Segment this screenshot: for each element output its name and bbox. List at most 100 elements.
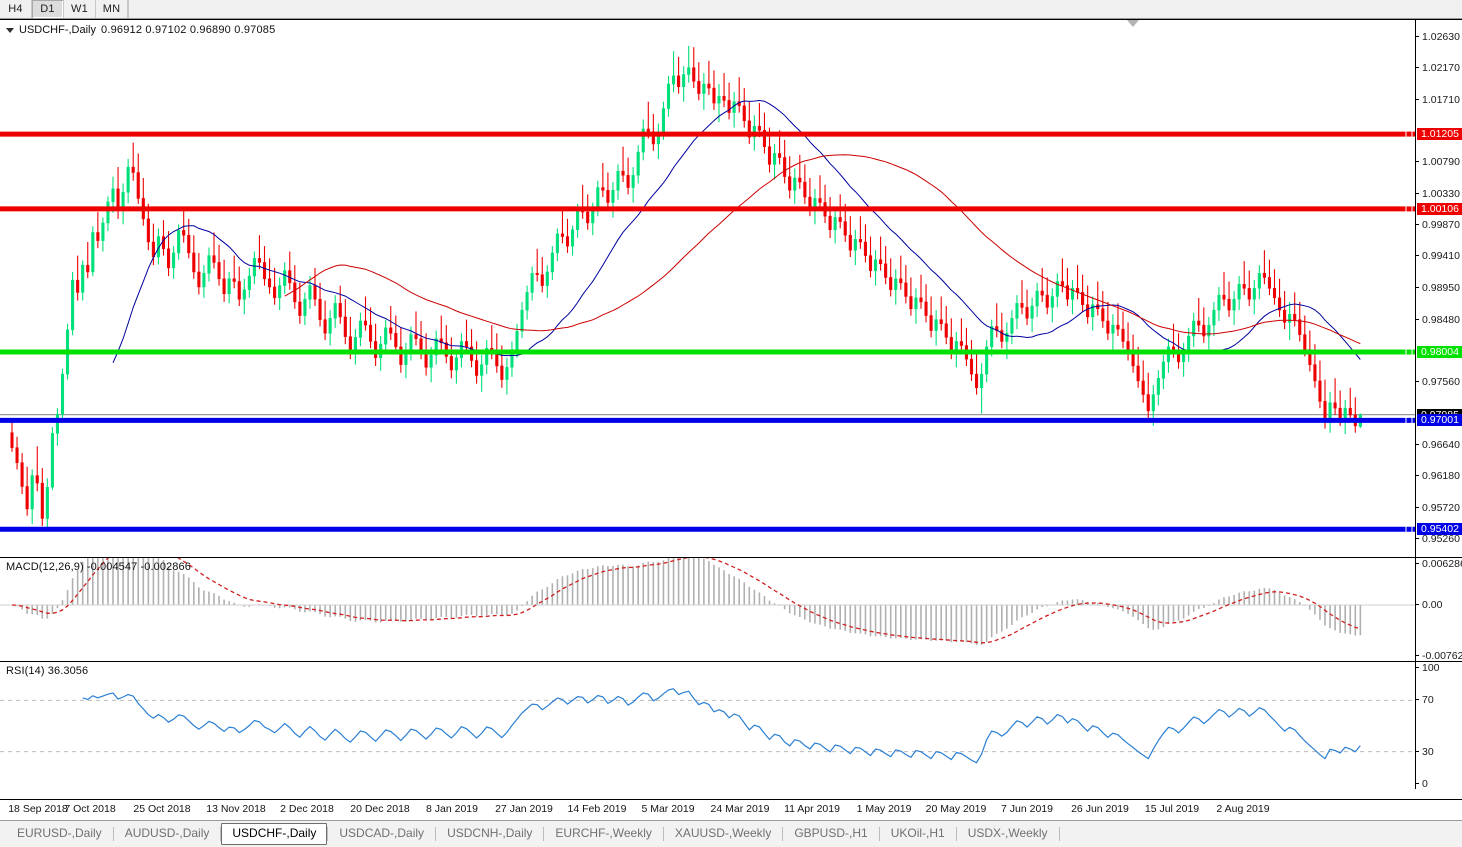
price-scale-axis[interactable]: 1.02630 1.02170 1.01710 1.01205 1.00790 1.003… — [1415, 20, 1462, 557]
tab-separator — [327, 827, 329, 841]
tick-mark — [1416, 161, 1419, 163]
symbol-tab-eurchf-weekly[interactable]: EURCHF-,Weekly — [555, 826, 652, 840]
tick-mark — [1416, 699, 1419, 701]
date-axis-label: 25 Oct 2018 — [133, 803, 191, 815]
timeframe-button-d1[interactable]: D1 — [32, 0, 64, 18]
tab-separator — [878, 827, 880, 841]
price-scale-label: 0.95720 — [1416, 502, 1462, 514]
price-scale-label: 0.95402 — [1417, 523, 1462, 536]
rsi-scale-label: 70 — [1416, 694, 1462, 706]
rsi-indicator-panel[interactable]: RSI(14) 36.3056 100 70 30 0 — [0, 661, 1462, 789]
rsi-scale-label-text: 30 — [1422, 745, 1434, 758]
scroll-position-marker-icon[interactable] — [1127, 20, 1139, 27]
rsi-scale-label-text: 100 — [1422, 662, 1440, 674]
price-scale-label-text: 0.96640 — [1422, 438, 1460, 451]
price-scale-label-text: 0.99410 — [1422, 250, 1460, 263]
tab-separator — [955, 827, 957, 841]
date-axis-label: 18 Sep 2018 — [8, 803, 68, 815]
date-axis-label: 20 May 2019 — [925, 803, 987, 815]
tick-mark — [1416, 36, 1419, 38]
chart-stack: USDCHF-,Daily 0.96912 0.97102 0.96890 0.… — [0, 19, 1462, 799]
tick-mark — [1416, 783, 1419, 784]
macd-indicator-panel[interactable]: MACD(12,26,9) -0.004547 -0.002866 0.0062… — [0, 557, 1462, 661]
macd-scale-label-text: 0.00 — [1422, 599, 1443, 611]
tab-separator — [435, 827, 437, 841]
price-plot-area[interactable] — [0, 20, 1415, 557]
symbol-tab-usdcnh-daily[interactable]: USDCNH-,Daily — [447, 826, 533, 840]
tab-separator — [112, 827, 114, 841]
price-scale-label-text: 0.97560 — [1422, 376, 1460, 389]
price-scale-label: 1.02630 — [1416, 31, 1462, 43]
date-axis-label: 7 Jun 2019 — [1001, 803, 1053, 815]
symbol-tab-audusd-daily[interactable]: AUDUSD-,Daily — [124, 826, 210, 840]
price-scale-label-text: 0.97001 — [1421, 414, 1459, 427]
price-scale-label-text: 0.98480 — [1422, 313, 1460, 326]
tick-mark — [1416, 604, 1419, 605]
timeframe-label: H4 — [8, 3, 23, 15]
chevron-down-icon[interactable] — [6, 27, 14, 33]
date-axis[interactable]: 18 Sep 2018 7 Oct 2018 25 Oct 2018 13 Nov 2… — [0, 799, 1462, 820]
price-scale-label-text: 1.01710 — [1422, 93, 1460, 106]
macd-scale-label: 0.006286 — [1416, 558, 1462, 570]
tab-separator — [662, 827, 664, 841]
date-axis-label: 2 Aug 2019 — [1216, 803, 1270, 815]
price-scale-label: 1.02170 — [1416, 62, 1462, 74]
tab-separator — [543, 827, 545, 841]
tick-mark — [1416, 506, 1419, 508]
date-axis-label: 11 Apr 2019 — [784, 803, 840, 815]
tick-mark — [1416, 443, 1419, 445]
date-axis-label: 20 Dec 2018 — [350, 803, 410, 815]
price-scale-label: 0.95260 — [1416, 533, 1462, 545]
timeframe-toolbar: H4 D1 W1 MN — [0, 0, 1462, 19]
price-scale-label-text: 1.02170 — [1422, 62, 1460, 75]
symbol-tab-usdchf-daily[interactable]: USDCHF-,Daily — [221, 823, 328, 845]
price-scale-label-text: 1.00330 — [1422, 187, 1460, 200]
tick-mark — [1416, 67, 1419, 69]
macd-title: MACD(12,26,9) -0.004547 -0.002866 — [6, 561, 191, 573]
price-scale-label: 0.98004 — [1417, 346, 1462, 359]
price-scale-label-text: 0.96180 — [1422, 470, 1460, 483]
price-scale-label: 1.01205 — [1417, 128, 1462, 141]
rsi-scale-label: 30 — [1416, 746, 1462, 758]
price-scale-label: 1.00790 — [1416, 156, 1462, 168]
symbol-tab-eurusd-daily[interactable]: EURUSD-,Daily — [17, 826, 102, 840]
symbol-tab-ukoil-h1[interactable]: UKOil-,H1 — [890, 826, 945, 840]
price-scale-label: 0.99410 — [1416, 250, 1462, 262]
date-axis-label: 24 Mar 2019 — [710, 803, 770, 815]
rsi-plot-area[interactable] — [0, 662, 1415, 789]
price-scale-label-text: 1.00106 — [1421, 202, 1459, 215]
price-chart-panel[interactable]: USDCHF-,Daily 0.96912 0.97102 0.96890 0.… — [0, 19, 1462, 557]
rsi-scale-label: 100 — [1416, 662, 1462, 674]
ohlc-values: 0.96912 0.97102 0.96890 0.97085 — [101, 24, 276, 36]
timeframe-button-h4[interactable]: H4 — [0, 0, 32, 18]
timeframe-button-mn[interactable]: MN — [96, 0, 128, 18]
tick-mark — [1416, 475, 1419, 477]
tab-separator — [782, 827, 784, 841]
macd-scale-label: 0.00 — [1416, 599, 1462, 611]
timeframe-button-w1[interactable]: W1 — [64, 0, 96, 18]
price-scale-label-text: 0.95720 — [1422, 501, 1460, 514]
date-axis-label: 26 Jun 2019 — [1071, 803, 1129, 815]
tick-mark — [1416, 750, 1419, 752]
tick-mark — [1416, 255, 1419, 257]
symbol-tab-usdcad-daily[interactable]: USDCAD-,Daily — [339, 826, 425, 840]
price-scale-label: 0.97001 — [1417, 414, 1462, 427]
macd-scale-axis[interactable]: 0.006286 0.00 -0.00762 — [1415, 558, 1462, 661]
price-scale-label-text: 1.00790 — [1422, 156, 1460, 169]
price-scale-label-text: 0.98950 — [1422, 281, 1460, 294]
price-scale-label: 1.01710 — [1416, 94, 1462, 106]
macd-scale-label: -0.00762 — [1416, 650, 1462, 661]
macd-scale-label-text: 0.006286 — [1422, 558, 1462, 570]
rsi-title: RSI(14) 36.3056 — [6, 665, 89, 677]
symbol-tab-xauusd-weekly[interactable]: XAUUSD-,Weekly — [674, 826, 772, 840]
date-axis-label: 14 Feb 2019 — [567, 803, 627, 815]
tab-separator — [220, 827, 222, 841]
chart-symbol-label: USDCHF-,Daily — [19, 24, 96, 36]
date-axis-label: 27 Jan 2019 — [495, 803, 553, 815]
tick-mark — [1416, 192, 1419, 194]
symbol-tab-usdx-weekly[interactable]: USDX-,Weekly — [967, 826, 1048, 840]
rsi-scale-axis[interactable]: 100 70 30 0 — [1415, 662, 1462, 789]
macd-plot-area[interactable] — [0, 558, 1415, 661]
symbol-tab-gbpusd-h1[interactable]: GBPUSD-,H1 — [794, 826, 868, 840]
